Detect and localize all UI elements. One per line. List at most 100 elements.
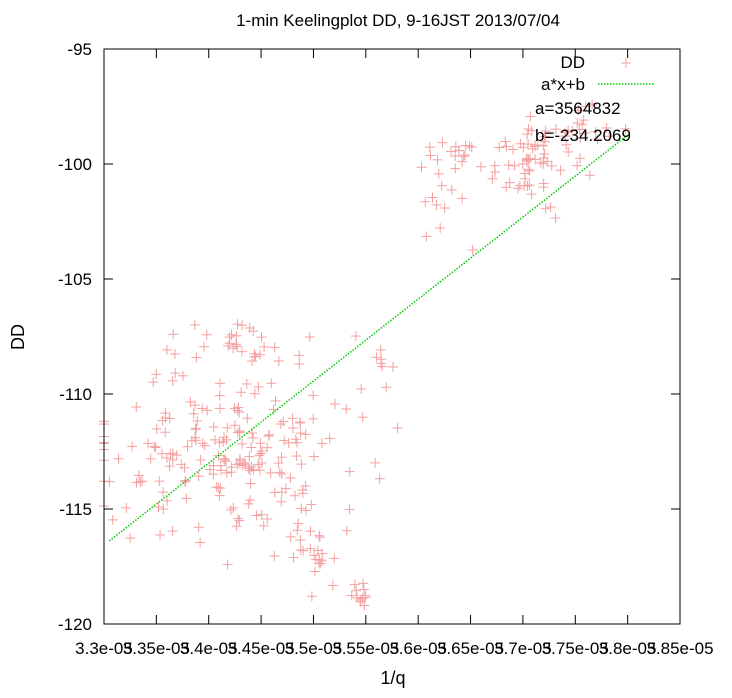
scatter-point	[530, 154, 541, 165]
scatter-point	[527, 143, 538, 154]
scatter-point	[450, 141, 461, 152]
scatter-point	[563, 125, 574, 136]
y-axis-label: DD	[8, 324, 28, 350]
scatter-point	[165, 448, 176, 459]
x-axis-label: 1/q	[380, 668, 405, 688]
scatter-point	[509, 160, 520, 171]
scatter-point	[244, 451, 255, 462]
scatter-point	[232, 319, 243, 330]
scatter-point	[577, 119, 588, 130]
scatter-point	[329, 398, 340, 409]
scatter-point	[306, 499, 317, 510]
scatter-point	[425, 150, 436, 161]
scatter-point	[524, 180, 535, 191]
legend: DD a*x+b a=3564832 b=-234.2069	[535, 53, 654, 145]
scatter-point	[199, 341, 210, 352]
scatter-point	[155, 529, 166, 540]
scatter-point	[329, 553, 340, 564]
scatter-point	[190, 424, 201, 435]
scatter-point	[466, 142, 477, 153]
scatter-point	[167, 526, 178, 537]
x-tick-label: 3.8e-05	[599, 639, 657, 658]
scatter-point	[433, 168, 444, 179]
y-tick-label: -120	[58, 615, 92, 634]
scatter-point	[208, 422, 219, 433]
scatter-point	[574, 124, 585, 135]
scatter-point	[197, 403, 208, 414]
scatter-point	[538, 140, 549, 151]
scatter-point	[263, 431, 274, 442]
scatter-point	[374, 473, 385, 484]
scatter-point	[432, 154, 443, 165]
scatter-point	[300, 429, 311, 440]
scatter-point	[269, 342, 280, 353]
legend-plus-marker	[621, 58, 631, 68]
scatter-point	[620, 123, 631, 134]
scatter-point	[295, 417, 306, 428]
y-tick-label: -110	[59, 385, 92, 404]
scatter-point	[424, 142, 435, 153]
scatter-point	[273, 355, 284, 366]
scatter-point	[458, 151, 469, 162]
scatter-point	[550, 124, 561, 135]
scatter-point	[542, 156, 553, 167]
scatter-point	[592, 134, 603, 145]
scatter-point	[192, 415, 203, 426]
scatter-point	[446, 146, 457, 157]
scatter-points	[99, 99, 631, 611]
fit-line	[108, 134, 629, 542]
scatter-point	[169, 348, 180, 359]
scatter-point	[185, 396, 196, 407]
scatter-point	[341, 525, 352, 536]
scatter-point	[151, 369, 162, 380]
scatter-point	[230, 339, 241, 350]
scatter-point	[427, 192, 438, 203]
scatter-point	[523, 123, 534, 134]
scatter-point	[309, 566, 320, 577]
scatter-point	[546, 160, 557, 171]
scatter-point	[232, 513, 243, 524]
scatter-point	[270, 395, 281, 406]
scatter-point	[254, 450, 265, 461]
scatter-point	[223, 340, 234, 351]
scatter-point	[164, 461, 175, 472]
scatter-point	[262, 442, 273, 453]
scatter-point	[314, 532, 325, 543]
scatter-point	[555, 165, 566, 176]
scatter-point	[121, 502, 132, 513]
scatter-point	[232, 405, 243, 416]
scatter-point	[545, 202, 556, 213]
scatter-point	[604, 131, 615, 142]
scatter-point	[376, 354, 387, 365]
scatter-point	[538, 178, 549, 189]
scatter-point	[164, 413, 175, 424]
scatter-point	[437, 137, 448, 148]
scatter-point	[255, 349, 266, 360]
legend-marker-dd	[621, 58, 631, 68]
scatter-point	[170, 368, 181, 379]
scatter-point	[181, 493, 192, 504]
scatter-point	[266, 378, 277, 389]
scatter-point	[578, 115, 589, 126]
scatter-point	[151, 423, 162, 434]
scatter-point	[104, 476, 115, 487]
x-tick-label: 3.55e-05	[332, 639, 399, 658]
scatter-point	[127, 441, 138, 452]
scatter-point	[214, 490, 225, 501]
scatter-point	[294, 359, 305, 370]
scatter-point	[512, 183, 523, 194]
legend-label-fit: a*x+b	[541, 75, 585, 94]
scatter-point	[215, 403, 226, 414]
y-tick-label: -100	[58, 155, 92, 174]
scatter-point	[285, 531, 296, 542]
scatter-point	[344, 504, 355, 515]
scatter-point	[416, 162, 427, 173]
scatter-point	[296, 459, 307, 470]
scatter-point	[580, 101, 591, 112]
scatter-point	[259, 341, 270, 352]
scatter-point	[305, 543, 316, 554]
scatter-point	[211, 482, 222, 493]
scatter-point	[274, 467, 285, 478]
scatter-point	[131, 477, 142, 488]
scatter-point	[222, 422, 233, 433]
